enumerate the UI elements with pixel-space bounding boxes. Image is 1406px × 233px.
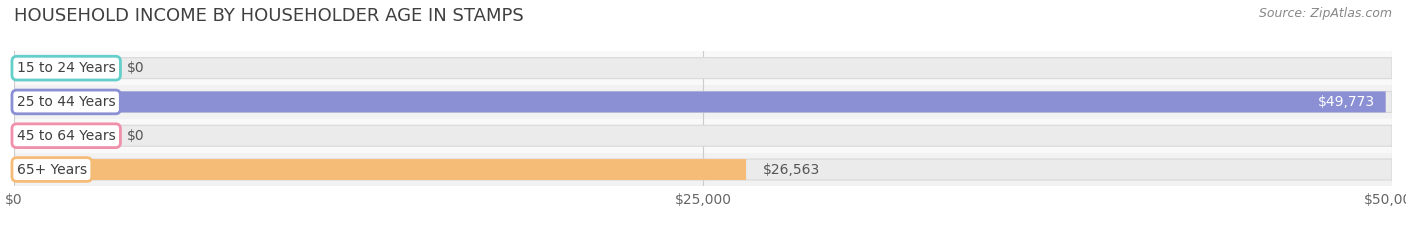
FancyBboxPatch shape <box>14 125 1392 146</box>
Text: 45 to 64 Years: 45 to 64 Years <box>17 129 115 143</box>
Text: 65+ Years: 65+ Years <box>17 162 87 177</box>
FancyBboxPatch shape <box>14 159 747 180</box>
Bar <box>14 51 1392 85</box>
FancyBboxPatch shape <box>14 58 111 79</box>
Text: $49,773: $49,773 <box>1317 95 1375 109</box>
Text: Source: ZipAtlas.com: Source: ZipAtlas.com <box>1258 7 1392 20</box>
Text: $0: $0 <box>127 129 145 143</box>
Text: HOUSEHOLD INCOME BY HOUSEHOLDER AGE IN STAMPS: HOUSEHOLD INCOME BY HOUSEHOLDER AGE IN S… <box>14 7 524 25</box>
Text: $26,563: $26,563 <box>762 162 820 177</box>
Text: 25 to 44 Years: 25 to 44 Years <box>17 95 115 109</box>
FancyBboxPatch shape <box>14 58 1392 79</box>
Bar <box>14 119 1392 153</box>
FancyBboxPatch shape <box>14 159 1392 180</box>
Bar <box>14 85 1392 119</box>
FancyBboxPatch shape <box>14 92 1386 112</box>
Text: $0: $0 <box>127 61 145 75</box>
FancyBboxPatch shape <box>14 92 1392 112</box>
FancyBboxPatch shape <box>14 125 111 146</box>
Text: 15 to 24 Years: 15 to 24 Years <box>17 61 115 75</box>
Bar <box>14 153 1392 186</box>
